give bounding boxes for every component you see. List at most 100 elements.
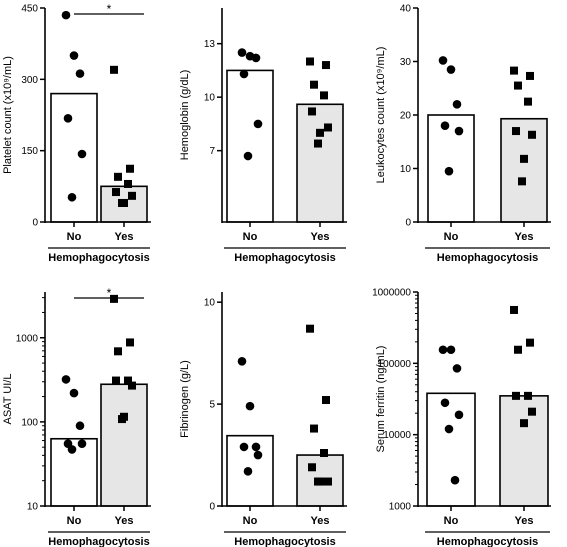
data-point-no (251, 53, 261, 63)
y-tick-label: 5 (209, 400, 215, 411)
x-category-label: Yes (311, 231, 330, 243)
data-point-no (446, 345, 456, 355)
data-point-no (237, 48, 247, 57)
data-point-yes (512, 127, 520, 136)
data-point-no (450, 475, 460, 485)
data-point-yes (124, 376, 132, 385)
y-tick-label: 40 (400, 4, 412, 15)
data-point-yes (306, 324, 314, 333)
data-point-no (452, 364, 462, 373)
x-axis-title: Hemophagocytosis (234, 252, 335, 264)
data-point-no (77, 439, 87, 449)
y-tick-label: 100000 (378, 359, 412, 370)
data-point-yes (118, 198, 126, 207)
y-tick-label: 1000 (389, 502, 412, 513)
y-axis-title: ASAT UI/L (2, 374, 14, 425)
x-category-label: No (243, 515, 258, 527)
y-tick-label: 300 (21, 75, 38, 86)
y-tick-label: 30 (400, 57, 412, 68)
data-point-no (438, 345, 448, 355)
data-point-no (237, 356, 247, 366)
data-point-yes (520, 154, 528, 163)
x-category-label: Yes (311, 515, 330, 527)
y-tick-label: 0 (405, 218, 411, 229)
x-axis-title: Hemophagocytosis (48, 252, 149, 264)
bar-yes (500, 117, 548, 223)
data-point-yes (314, 139, 322, 148)
panel-1: 7 10 13 Hemoglobin (g/dL) No Yes Hemophagocyto… (179, 8, 347, 264)
data-point-yes (126, 338, 134, 347)
data-point-no (440, 398, 450, 408)
data-point-yes (510, 305, 518, 314)
data-point-no (438, 56, 448, 65)
data-point-no (454, 126, 464, 136)
bar-no (226, 69, 274, 223)
data-point-yes (306, 57, 314, 66)
y-tick-label: 10 (204, 93, 216, 104)
data-point-no (253, 119, 263, 129)
x-category-label: Yes (515, 515, 534, 527)
x-category-label: No (444, 515, 459, 527)
data-point-no (243, 151, 253, 161)
data-point-yes (314, 477, 322, 486)
data-point-no (253, 450, 263, 460)
data-point-yes (310, 424, 318, 433)
data-point-yes (514, 345, 522, 354)
panel-3: 10 100 1000 ASAT UI/L No Yes Hemophagocytosis * (2, 286, 151, 547)
x-axis-title: Hemophagocytosis (437, 252, 538, 264)
data-point-no (67, 445, 77, 454)
data-point-yes (310, 80, 318, 89)
data-point-yes (324, 123, 332, 132)
data-point-no (245, 401, 255, 411)
bar-yes (296, 103, 344, 223)
y-tick-label: 1000 (16, 333, 39, 344)
data-point-no (444, 166, 454, 176)
y-tick-label: 10 (204, 298, 216, 309)
data-point-no (69, 388, 79, 398)
data-point-yes (528, 130, 536, 139)
y-tick-label: 20 (400, 111, 412, 122)
y-tick-label: 1000000 (372, 288, 411, 299)
x-category-label: Yes (515, 231, 534, 243)
data-point-yes (118, 415, 126, 424)
y-tick-label: 10000 (383, 430, 411, 441)
data-point-yes (110, 65, 118, 74)
data-point-no (454, 410, 464, 420)
bar-yes (499, 395, 549, 507)
data-point-no (75, 421, 85, 431)
y-axis-title: Fibrinogen (g/L) (179, 360, 191, 438)
data-point-yes (520, 419, 528, 428)
data-point-yes (524, 391, 532, 400)
data-point-yes (112, 376, 120, 385)
data-point-yes (526, 71, 534, 80)
data-point-no (444, 424, 454, 434)
data-point-yes (316, 128, 324, 137)
x-axis-title: Hemophagocytosis (437, 536, 538, 547)
data-point-yes (112, 188, 120, 197)
data-point-yes (524, 97, 532, 106)
x-axis-title: Hemophagocytosis (234, 536, 335, 547)
y-tick-label: 150 (21, 146, 38, 157)
data-point-yes (128, 191, 136, 200)
x-category-label: No (67, 231, 82, 243)
bar-yes (100, 383, 148, 507)
data-point-no (251, 442, 261, 452)
data-point-no (61, 10, 71, 20)
bar-no (50, 92, 98, 223)
bar-no (426, 392, 476, 507)
data-point-yes (114, 172, 122, 181)
data-point-no (440, 121, 450, 130)
panel-2: 0 10 20 30 40 Leukocytes count (x10⁹/mL) No Yes… (375, 4, 551, 264)
y-tick-label: 0 (32, 218, 38, 229)
data-point-yes (110, 294, 118, 303)
y-axis-title: Serum ferritin (ng/mL) (375, 346, 387, 453)
data-point-no (239, 442, 249, 452)
x-category-label: Yes (115, 231, 134, 243)
data-point-no (61, 375, 71, 384)
data-point-no (75, 69, 85, 78)
x-category-label: No (243, 231, 258, 243)
data-point-no (239, 69, 249, 79)
y-tick-label: 100 (21, 417, 38, 428)
y-axis-title: Platelet count (x10⁹/mL) (2, 56, 14, 174)
